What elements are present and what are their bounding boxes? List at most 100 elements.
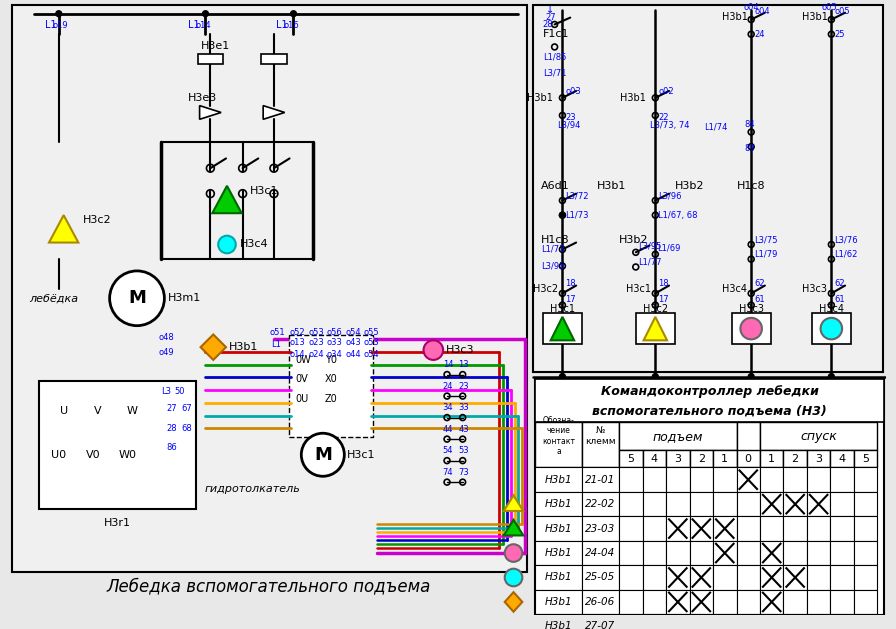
Bar (737, 565, 760, 590)
Text: Н3b1: Н3b1 (597, 181, 626, 191)
Bar (198, 54, 223, 64)
Bar (642, 492, 666, 516)
Text: Обозна-
чение
контакт
а: Обозна- чение контакт а (542, 416, 575, 456)
Bar (732, 313, 771, 344)
Bar (619, 467, 642, 492)
Text: Н3r1: Н3r1 (104, 518, 131, 528)
Bar (619, 590, 642, 614)
Text: Y0: Y0 (324, 355, 337, 365)
Bar (783, 450, 807, 467)
Text: 23-03: 23-03 (585, 523, 616, 533)
Text: Н3b1: Н3b1 (620, 93, 646, 103)
Text: 68: 68 (181, 424, 192, 433)
Text: 22-02: 22-02 (585, 499, 616, 509)
Bar (642, 467, 666, 492)
Text: о24: о24 (308, 350, 323, 359)
Bar (831, 590, 854, 614)
Bar (737, 450, 760, 467)
Text: о53: о53 (364, 338, 380, 347)
Text: 28: 28 (543, 20, 554, 29)
Bar (737, 541, 760, 565)
Bar (619, 492, 642, 516)
Bar (807, 614, 831, 629)
Text: Н3b1: Н3b1 (545, 523, 573, 533)
Text: Н3b1: Н3b1 (545, 475, 573, 485)
Text: L1/69: L1/69 (658, 244, 681, 253)
Text: Н3b2: Н3b2 (619, 235, 649, 245)
Bar (760, 423, 877, 450)
Bar (831, 450, 854, 467)
Text: о34: о34 (327, 350, 342, 359)
Bar (713, 565, 737, 590)
Text: L3/96: L3/96 (659, 191, 682, 200)
Text: 0U: 0U (296, 394, 309, 404)
Text: 21-01: 21-01 (585, 475, 616, 485)
Text: Н3с1: Н3с1 (348, 450, 375, 460)
Text: L3/73, 74: L3/73, 74 (650, 121, 690, 130)
Text: L1/62: L1/62 (834, 250, 857, 259)
Text: 27: 27 (167, 404, 177, 413)
Bar (737, 590, 760, 614)
Bar (807, 516, 831, 541)
Bar (737, 492, 760, 516)
Text: 44: 44 (443, 425, 453, 434)
Bar (582, 541, 619, 565)
Text: 62: 62 (754, 279, 764, 288)
Text: 24-04: 24-04 (585, 548, 616, 558)
FancyBboxPatch shape (289, 335, 373, 437)
Bar (690, 565, 713, 590)
Text: 2: 2 (698, 454, 705, 464)
Text: W0: W0 (118, 450, 136, 460)
Bar (619, 565, 642, 590)
Bar (582, 492, 619, 516)
Bar (783, 565, 807, 590)
Text: Н3с2: Н3с2 (533, 284, 558, 294)
Text: F1c1: F1c1 (543, 29, 569, 39)
Bar (642, 590, 666, 614)
Bar (533, 5, 883, 372)
Text: 67: 67 (181, 404, 192, 413)
Bar (713, 467, 737, 492)
Text: L1: L1 (271, 340, 280, 348)
Bar (582, 516, 619, 541)
Text: о54: о54 (345, 328, 361, 337)
Circle shape (740, 318, 762, 340)
Bar (582, 467, 619, 492)
Text: о55: о55 (364, 328, 380, 337)
Polygon shape (551, 317, 574, 340)
Text: 25: 25 (834, 30, 845, 39)
Text: 24: 24 (443, 382, 453, 391)
Text: U: U (60, 406, 68, 416)
Text: о43: о43 (345, 338, 361, 347)
Text: L1/77: L1/77 (638, 258, 661, 267)
Bar (535, 541, 582, 565)
Bar (807, 467, 831, 492)
Text: M: M (128, 289, 146, 308)
Bar (619, 516, 642, 541)
Text: 26-06: 26-06 (585, 597, 616, 607)
Text: 0W: 0W (296, 355, 311, 365)
Text: вспомогательного подъема (Н3): вспомогательного подъема (Н3) (592, 404, 827, 417)
Text: 61: 61 (834, 295, 845, 304)
Bar (582, 423, 619, 467)
Text: Н3b1: Н3b1 (545, 499, 573, 509)
Text: Н3с2: Н3с2 (83, 215, 112, 225)
Bar (535, 423, 582, 467)
Circle shape (652, 374, 659, 379)
Polygon shape (504, 616, 522, 629)
Text: о16: о16 (284, 21, 299, 30)
Text: Н3с1: Н3с1 (249, 186, 278, 196)
Bar (783, 516, 807, 541)
Text: Н3с4: Н3с4 (722, 284, 747, 294)
Bar (854, 590, 877, 614)
Text: A6d1: A6d1 (541, 181, 570, 191)
Text: о33: о33 (327, 338, 342, 347)
Text: 62: 62 (834, 279, 845, 288)
Polygon shape (504, 592, 522, 612)
Polygon shape (200, 106, 221, 120)
Bar (854, 614, 877, 629)
Polygon shape (643, 317, 667, 340)
Text: о23: о23 (308, 338, 323, 347)
Bar (713, 450, 737, 467)
Text: L1/85: L1/85 (543, 52, 566, 61)
